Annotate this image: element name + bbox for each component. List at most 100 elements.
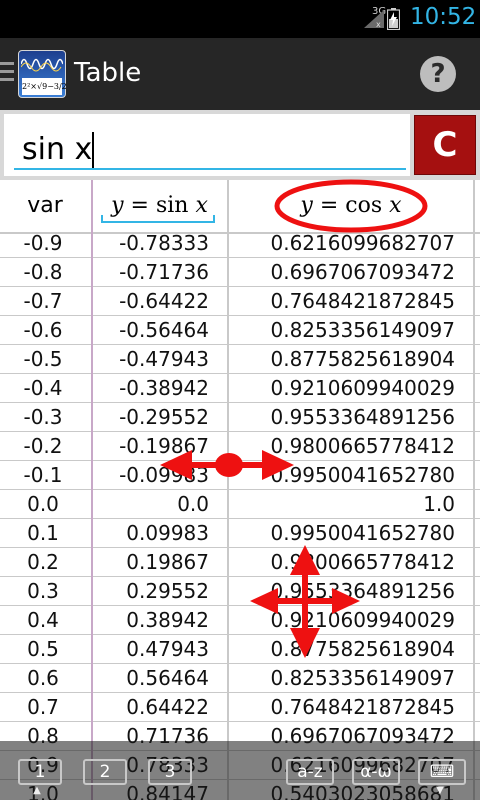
cell-sin: 0.09983 bbox=[126, 521, 209, 545]
cell-var: 0.1 bbox=[27, 521, 59, 545]
cell-sin: -0.64422 bbox=[119, 289, 209, 313]
cell-sin: 0.56464 bbox=[126, 666, 209, 690]
column-divider-cos bbox=[473, 180, 475, 800]
table-row[interactable]: 0.0 0.0 1.0 bbox=[0, 490, 480, 519]
table-row[interactable]: 0.7 0.64422 0.7648421872845 bbox=[0, 693, 480, 722]
logo-formula: 2²×√9−3/2 bbox=[22, 78, 67, 95]
keypad-3-button[interactable]: 3 bbox=[148, 759, 192, 785]
table-rows: -0.9 -0.78333 0.6216099682707 -0.8 -0.71736 0… bbox=[0, 234, 480, 800]
selected-column-indicator-right bbox=[213, 215, 215, 223]
cell-sin: -0.56464 bbox=[119, 318, 209, 342]
table-row[interactable]: 0.6 0.56464 0.8253356149097 bbox=[0, 664, 480, 693]
cell-sin: -0.71736 bbox=[119, 260, 209, 284]
cell-sin: -0.09983 bbox=[119, 463, 209, 487]
network-type: 3G bbox=[372, 6, 387, 17]
table-header: var y = sin x y = cos x bbox=[0, 180, 480, 234]
table-row[interactable]: 0.3 0.29552 0.9553364891256 bbox=[0, 577, 480, 606]
column-divider-var bbox=[91, 180, 93, 800]
cell-sin: -0.78333 bbox=[119, 234, 209, 255]
page-title: Table bbox=[74, 58, 142, 88]
cell-var: 0.3 bbox=[27, 579, 59, 603]
status-bar: 3G x 10:52 bbox=[0, 0, 480, 38]
column-header-var[interactable]: var bbox=[27, 193, 63, 218]
table-row[interactable]: 0.1 0.09983 0.9950041652780 bbox=[0, 519, 480, 548]
table-row[interactable]: -0.5 -0.47943 0.8775825618904 bbox=[0, 345, 480, 374]
cell-sin: -0.47943 bbox=[119, 347, 209, 371]
cell-sin: -0.29552 bbox=[119, 405, 209, 429]
cell-cos: 0.9210609940029 bbox=[270, 376, 455, 400]
cell-var: -0.3 bbox=[23, 405, 63, 429]
cos-header-y: y bbox=[300, 193, 313, 218]
cell-sin: 0.64422 bbox=[126, 695, 209, 719]
letters-keyboard-button[interactable]: a-z bbox=[286, 759, 334, 785]
cell-sin: -0.38942 bbox=[119, 376, 209, 400]
cell-sin: 0.29552 bbox=[126, 579, 209, 603]
greek-keyboard-button[interactable]: α-ω bbox=[352, 759, 400, 785]
formula-input[interactable]: sin x bbox=[4, 114, 410, 176]
text-caret bbox=[92, 132, 94, 168]
cell-var: -0.8 bbox=[23, 260, 63, 284]
sin-header-eq: = sin bbox=[123, 193, 196, 218]
cell-cos: 0.9553364891256 bbox=[270, 405, 455, 429]
table-row[interactable]: 0.4 0.38942 0.9210609940029 bbox=[0, 606, 480, 635]
table-row[interactable]: -0.8 -0.71736 0.6967067093472 bbox=[0, 258, 480, 287]
cell-var: 0.0 bbox=[27, 492, 59, 516]
cell-cos: 0.6967067093472 bbox=[270, 260, 455, 284]
app-logo[interactable]: 2²×√9−3/2 bbox=[18, 50, 67, 98]
keypad-1-button[interactable]: 1 bbox=[18, 759, 62, 785]
table-row[interactable]: -0.9 -0.78333 0.6216099682707 bbox=[0, 234, 480, 258]
cell-sin: 0.47943 bbox=[126, 637, 209, 661]
cell-var: -0.2 bbox=[23, 434, 63, 458]
table-row[interactable]: -0.2 -0.19867 0.9800665778412 bbox=[0, 432, 480, 461]
table-body[interactable]: -0.9 -0.78333 0.6216099682707 -0.8 -0.71736 0… bbox=[0, 234, 480, 800]
cell-cos: 0.6216099682707 bbox=[270, 234, 455, 255]
column-header-sin[interactable]: y = sin x bbox=[93, 180, 226, 232]
cell-var: -0.7 bbox=[23, 289, 63, 313]
clock: 10:52 bbox=[410, 4, 477, 30]
chevron-down-icon: ▼ bbox=[436, 785, 444, 796]
cell-cos: 0.9553364891256 bbox=[270, 579, 455, 603]
table-row[interactable]: 0.5 0.47943 0.8775825618904 bbox=[0, 635, 480, 664]
cell-cos: 0.7648421872845 bbox=[270, 289, 455, 313]
input-underline bbox=[14, 168, 406, 170]
cos-header-eq: = cos bbox=[312, 193, 390, 218]
clear-button[interactable]: C bbox=[414, 115, 476, 175]
column-divider-sin[interactable] bbox=[227, 180, 229, 800]
table-row[interactable]: -0.7 -0.64422 0.7648421872845 bbox=[0, 287, 480, 316]
cell-var: -0.4 bbox=[23, 376, 63, 400]
table-row[interactable]: -0.4 -0.38942 0.9210609940029 bbox=[0, 374, 480, 403]
cell-sin: 0.0 bbox=[177, 492, 209, 516]
cell-sin: 0.38942 bbox=[126, 608, 209, 632]
cell-var: 0.4 bbox=[27, 608, 59, 632]
sin-header-y: y bbox=[111, 193, 124, 218]
table-row[interactable]: -0.1 -0.09983 0.9950041652780 bbox=[0, 461, 480, 490]
cell-cos: 0.9800665778412 bbox=[270, 550, 455, 574]
signal-icon: x bbox=[364, 10, 384, 29]
cell-var: -0.5 bbox=[23, 347, 63, 371]
svg-text:x: x bbox=[376, 20, 381, 29]
drawer-menu-icon[interactable] bbox=[0, 62, 14, 86]
cell-var: 0.7 bbox=[27, 695, 59, 719]
table-row[interactable]: 0.2 0.19867 0.9800665778412 bbox=[0, 548, 480, 577]
cell-cos: 0.9210609940029 bbox=[270, 608, 455, 632]
help-button[interactable]: ? bbox=[420, 56, 456, 92]
keyboard-icon[interactable]: ⌨ bbox=[418, 759, 466, 785]
formula-input-area: sin x C bbox=[0, 110, 480, 180]
cell-cos: 1.0 bbox=[423, 492, 455, 516]
keyboard-switcher-bar: 1 2 3 a-z α-ω ⌨ ▲ ▼ bbox=[0, 741, 480, 800]
column-header-cos[interactable]: y = cos x bbox=[229, 180, 473, 232]
cell-var: 0.2 bbox=[27, 550, 59, 574]
cell-cos: 0.7648421872845 bbox=[270, 695, 455, 719]
action-bar: 2²×√9−3/2 Table ? bbox=[0, 38, 480, 110]
battery-charging-icon bbox=[387, 8, 400, 30]
cell-cos: 0.8253356149097 bbox=[270, 318, 455, 342]
formula-input-value: sin x bbox=[22, 132, 93, 167]
cell-cos: 0.8253356149097 bbox=[270, 666, 455, 690]
cell-sin: 0.19867 bbox=[126, 550, 209, 574]
keypad-2-button[interactable]: 2 bbox=[83, 759, 127, 785]
table-row[interactable]: -0.3 -0.29552 0.9553364891256 bbox=[0, 403, 480, 432]
cell-var: 0.6 bbox=[27, 666, 59, 690]
chevron-up-icon: ▲ bbox=[33, 785, 41, 796]
table-row[interactable]: -0.6 -0.56464 0.8253356149097 bbox=[0, 316, 480, 345]
cell-sin: -0.19867 bbox=[119, 434, 209, 458]
